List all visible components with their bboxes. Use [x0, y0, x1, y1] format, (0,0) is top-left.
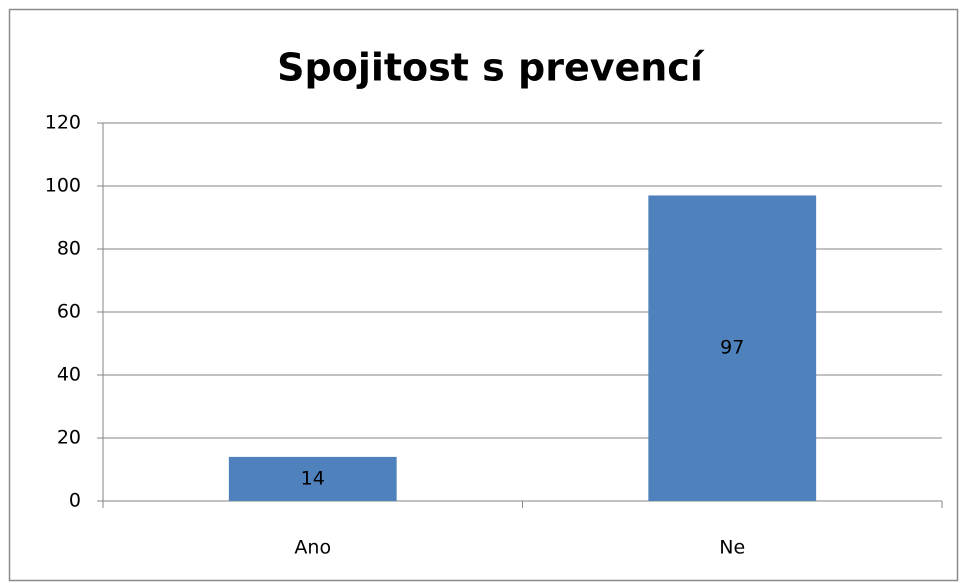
y-tick-label: 100 [45, 175, 81, 197]
bar [648, 195, 817, 501]
data-label: 14 [301, 467, 325, 489]
data-label: 97 [720, 337, 744, 359]
y-tick-label: 20 [57, 427, 81, 449]
y-tick-label: 80 [57, 238, 81, 260]
chart-title: Spojitost s prevencí [277, 46, 705, 90]
y-tick-label: 60 [57, 301, 81, 323]
bar [228, 456, 397, 501]
x-tick-label: Ano [294, 537, 331, 559]
y-tick-label: 40 [57, 364, 81, 386]
y-tick-label: 120 [45, 112, 81, 134]
x-tick-label: Ne [719, 537, 745, 559]
y-tick-label: 0 [69, 490, 81, 512]
